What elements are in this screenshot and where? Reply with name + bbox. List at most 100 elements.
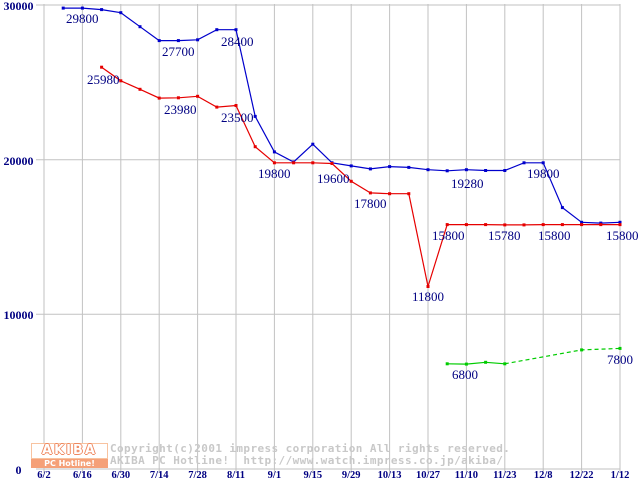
- series-green-solid-marker: [464, 362, 468, 366]
- series-red-marker: [157, 96, 161, 100]
- series-red-marker: [445, 223, 449, 227]
- data-point-label: 17800: [354, 196, 387, 211]
- x-axis-tick-label: 12/22: [569, 470, 594, 480]
- data-point-label: 29800: [66, 11, 99, 26]
- series-blue-marker: [368, 167, 372, 171]
- data-point-label: 15800: [606, 228, 639, 243]
- series-red-marker: [138, 87, 142, 91]
- series-blue-marker: [157, 39, 161, 43]
- y-axis-tick-label: 0: [15, 463, 22, 477]
- series-blue-marker: [119, 11, 123, 15]
- series-blue-marker: [426, 168, 430, 172]
- series-blue-marker: [272, 150, 276, 154]
- data-point-label: 19280: [451, 176, 484, 191]
- series-blue-marker: [388, 165, 392, 169]
- series-blue-marker: [445, 169, 449, 173]
- series-red-marker: [119, 79, 123, 83]
- series-blue-marker: [253, 114, 257, 118]
- series-blue-marker: [522, 161, 526, 165]
- data-point-label: 19800: [258, 166, 291, 181]
- series-red-line: [101, 66, 620, 287]
- data-point-label: 27700: [162, 44, 195, 59]
- series-green-projected-line: [504, 347, 621, 365]
- data-point-label: 19600: [317, 171, 350, 186]
- series-green-solid-line: [447, 361, 505, 365]
- series-red-marker: [100, 65, 104, 69]
- data-point-label: 23500: [221, 110, 254, 125]
- y-axis-tick-label: 10000: [3, 308, 34, 323]
- series-red-marker: [388, 192, 392, 196]
- series-blue-marker: [215, 28, 219, 32]
- series-red-marker: [560, 223, 564, 227]
- series-blue-marker: [503, 169, 507, 172]
- series-blue-line: [63, 7, 621, 224]
- x-axis-tick-label: 9/29: [341, 470, 361, 480]
- logo-pc-hotline-text: PC Hotline!: [31, 459, 108, 468]
- series-red-marker: [292, 161, 296, 165]
- x-axis-tick-label: 6/2: [37, 470, 51, 480]
- series-blue-marker: [311, 142, 315, 146]
- series-blue-marker: [349, 164, 353, 168]
- series-red-marker: [541, 223, 545, 227]
- series-red-marker: [484, 223, 488, 227]
- series-blue-marker: [484, 169, 488, 172]
- series-red-marker: [503, 223, 507, 227]
- series-red-marker: [196, 94, 200, 98]
- series-red-marker: [234, 104, 238, 107]
- series-green-projected-marker: [618, 346, 622, 350]
- akiba-pc-hotline-logo: AKIBA PC Hotline!: [31, 443, 108, 468]
- x-axis-tick-label: 12/8: [533, 470, 553, 480]
- data-point-label: 23980: [164, 102, 197, 117]
- series-red-marker: [253, 145, 257, 149]
- series-blue-marker: [196, 38, 200, 42]
- x-axis-tick-label: 10/27: [416, 470, 440, 480]
- series-red-marker: [311, 161, 315, 165]
- series-green-solid-marker: [484, 360, 488, 364]
- series-blue-marker: [61, 6, 65, 10]
- data-point-label: 11800: [412, 289, 445, 304]
- series-red-marker: [464, 223, 468, 227]
- data-point-label: 25980: [87, 72, 120, 87]
- copyright-notice: Copyright(c)2001 impress corporation All…: [110, 443, 510, 467]
- copyright-line1: Copyright(c)2001 impress corporation All…: [110, 442, 511, 455]
- logo-akiba-text: AKIBA: [31, 443, 108, 459]
- x-axis-tick-label: 6/16: [73, 470, 92, 480]
- x-axis-tick-label: 8/11: [226, 470, 246, 480]
- copyright-line2: AKIBA PC Hotline! http://www.watch.impre…: [110, 454, 504, 467]
- x-axis-tick-label: 11/10: [454, 470, 479, 480]
- y-axis-tick-label: 30000: [3, 0, 34, 13]
- series-red-marker: [368, 191, 372, 195]
- series-blue-marker: [100, 8, 104, 12]
- series-red-marker: [330, 162, 334, 165]
- data-point-label: 15800: [432, 228, 465, 243]
- series-blue-marker: [541, 161, 545, 165]
- series-blue-marker: [580, 220, 584, 224]
- series-green-projected-marker: [580, 348, 584, 352]
- series-red-marker: [215, 105, 219, 109]
- x-axis-tick-label: 11/23: [493, 470, 517, 480]
- series-green-solid-marker: [445, 362, 449, 366]
- series-red-marker: [580, 223, 584, 227]
- series-red-marker: [618, 223, 622, 227]
- series-blue-marker: [234, 28, 238, 32]
- y-axis-tick-label: 20000: [3, 153, 34, 168]
- series-red-marker: [426, 285, 430, 288]
- x-axis-tick-label: 6/30: [111, 470, 131, 480]
- series-blue-marker: [176, 39, 180, 43]
- series-blue-marker: [80, 6, 84, 10]
- series-blue-marker: [407, 165, 411, 169]
- series-red-marker: [407, 192, 411, 196]
- series-red-marker: [272, 161, 276, 165]
- series-red-marker: [176, 96, 180, 100]
- x-axis-tick-label: 9/1: [267, 470, 282, 480]
- data-point-label: 6800: [452, 367, 478, 382]
- x-axis-tick-label: 1/12: [610, 470, 630, 480]
- x-axis-tick-label: 9/15: [303, 470, 323, 480]
- data-point-label: 7800: [607, 352, 633, 367]
- data-point-label: 15780: [488, 228, 521, 243]
- series-red-marker: [349, 179, 353, 183]
- x-axis-tick-label: 7/28: [188, 470, 207, 480]
- data-point-label: 28400: [221, 34, 254, 49]
